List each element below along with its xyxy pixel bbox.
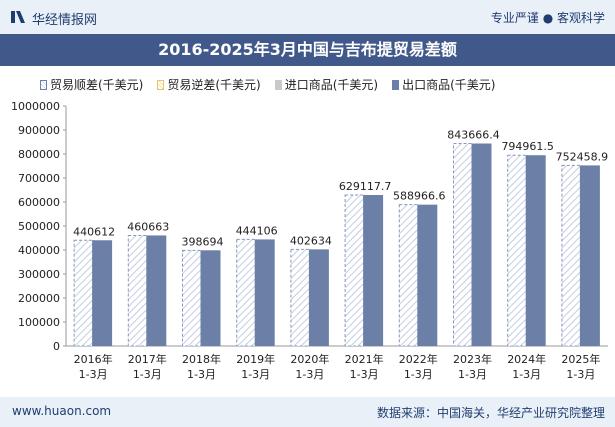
x-tick-label-1-1: 1-3月 — [133, 368, 162, 381]
legend-label-imports: 进口商品(千美元) — [284, 78, 379, 92]
x-tick-label-3-0: 2019年 — [236, 352, 275, 366]
legend-label-surplus: 贸易顺差(千美元) — [50, 78, 144, 92]
data-label-9: 752458.9 — [556, 150, 609, 163]
x-tick-label-8-0: 2024年 — [507, 352, 546, 366]
x-tick-label-6-1: 1-3月 — [404, 368, 433, 381]
x-tick-label-8-1: 1-3月 — [512, 368, 541, 381]
bar-surplus-6 — [398, 204, 420, 347]
chart-title: 2016-2025年3月中国与吉布提贸易差额 — [158, 40, 457, 59]
y-tick-label: 800000 — [18, 148, 60, 161]
brand-name: 华经情报网 — [32, 13, 98, 28]
data-label-8: 794961.5 — [501, 140, 554, 153]
y-tick-label: 900000 — [18, 124, 60, 137]
bar-exports-8 — [525, 155, 546, 346]
x-tick-label-9-0: 2025年 — [561, 352, 600, 366]
y-tick-label: 100000 — [18, 316, 60, 329]
bar-surplus-5 — [344, 194, 366, 347]
data-label-2: 398694 — [182, 235, 224, 248]
legend-label-exports: 出口商品(千美元) — [402, 78, 496, 92]
x-tick-label-7-1: 1-3月 — [458, 368, 487, 381]
bar-exports-9 — [579, 165, 600, 346]
x-tick-label-6-0: 2022年 — [399, 352, 438, 366]
legend-item-deficit: 贸易逆差(千美元) — [157, 76, 261, 93]
bar-surplus-7 — [453, 143, 474, 347]
footer-source: 数据来源：中国海关，华经产业研究院整理 — [376, 406, 605, 420]
x-tick-label-7-0: 2023年 — [453, 352, 492, 366]
bar-surplus-8 — [507, 154, 529, 347]
y-tick-label: 0 — [53, 340, 60, 353]
y-tick-label: 400000 — [18, 244, 60, 257]
top-banner: 华经情报网 专业严谨 ● 客观科学 — [0, 0, 615, 34]
bar-exports-0 — [92, 240, 113, 346]
data-label-4: 402634 — [290, 234, 332, 247]
y-tick-label: 700000 — [18, 172, 60, 185]
y-tick-label: 600000 — [18, 196, 60, 209]
data-label-3: 444106 — [236, 224, 278, 237]
legend-item-exports: 出口商品(千美元) — [392, 76, 496, 93]
legend-item-imports: 进口商品(千美元) — [274, 76, 379, 93]
footer: www.huaon.com 数据来源：中国海关，华经产业研究院整理 — [0, 397, 615, 427]
bar-exports-4 — [308, 249, 329, 346]
legend: 贸易顺差(千美元) 贸易逆差(千美元) 进口商品(千美元) 出口商品(千美元) — [40, 76, 510, 93]
data-label-5: 629117.7 — [339, 180, 392, 193]
bar-surplus-4 — [290, 248, 312, 347]
legend-label-deficit: 贸易逆差(千美元) — [167, 78, 261, 92]
x-tick-label-1-0: 2017年 — [128, 352, 167, 366]
legend-swatch-deficit — [157, 79, 165, 90]
x-tick-label-0-0: 2016年 — [74, 352, 113, 366]
x-tick-label-3-1: 1-3月 — [241, 368, 270, 381]
x-tick-label-4-0: 2020年 — [290, 352, 329, 366]
bar-surplus-0 — [73, 239, 95, 347]
bar-surplus-9 — [561, 164, 583, 347]
y-tick-label: 200000 — [18, 292, 60, 305]
data-label-0: 440612 — [73, 225, 115, 238]
bar-exports-3 — [254, 239, 275, 346]
x-tick-label-5-1: 1-3月 — [350, 368, 379, 381]
bar-surplus-1 — [127, 234, 149, 347]
legend-swatch-surplus — [40, 79, 47, 90]
bar-surplus-2 — [182, 249, 203, 347]
bar-exports-5 — [363, 195, 384, 346]
bar-exports-2 — [200, 250, 221, 346]
x-tick-label-9-1: 1-3月 — [566, 368, 595, 381]
logo-icon — [11, 11, 25, 23]
data-label-7: 843666.4 — [447, 129, 500, 142]
x-tick-label-0-1: 1-3月 — [79, 368, 108, 381]
bar-surplus-3 — [236, 238, 258, 347]
bar-exports-1 — [146, 235, 167, 346]
y-tick-label: 500000 — [18, 220, 60, 233]
legend-item-surplus: 贸易顺差(千美元) — [40, 76, 143, 93]
data-label-1: 460663 — [127, 220, 169, 233]
bar-chart: 0 100000 200000 300000 400000 500000 600000 700… — [11, 100, 609, 381]
data-label-6: 588966.6 — [393, 190, 446, 203]
legend-swatch-exports — [392, 79, 400, 90]
x-tick-label-2-0: 2018年 — [182, 352, 221, 366]
x-tick-label-4-1: 1-3月 — [295, 368, 324, 381]
bar-exports-7 — [471, 143, 492, 346]
y-tick-label: 300000 — [18, 268, 60, 281]
bar-exports-6 — [417, 204, 438, 346]
y-tick-label: 1000000 — [11, 100, 60, 113]
tagline: 专业严谨 ● 客观科学 — [490, 11, 605, 25]
x-tick-label-5-0: 2021年 — [345, 352, 384, 366]
x-tick-label-2-1: 1-3月 — [187, 368, 216, 381]
footer-site: www.huaon.com — [12, 404, 112, 418]
legend-swatch-imports — [274, 79, 282, 90]
title-bar: 2016-2025年3月中国与吉布提贸易差额 — [0, 34, 615, 66]
